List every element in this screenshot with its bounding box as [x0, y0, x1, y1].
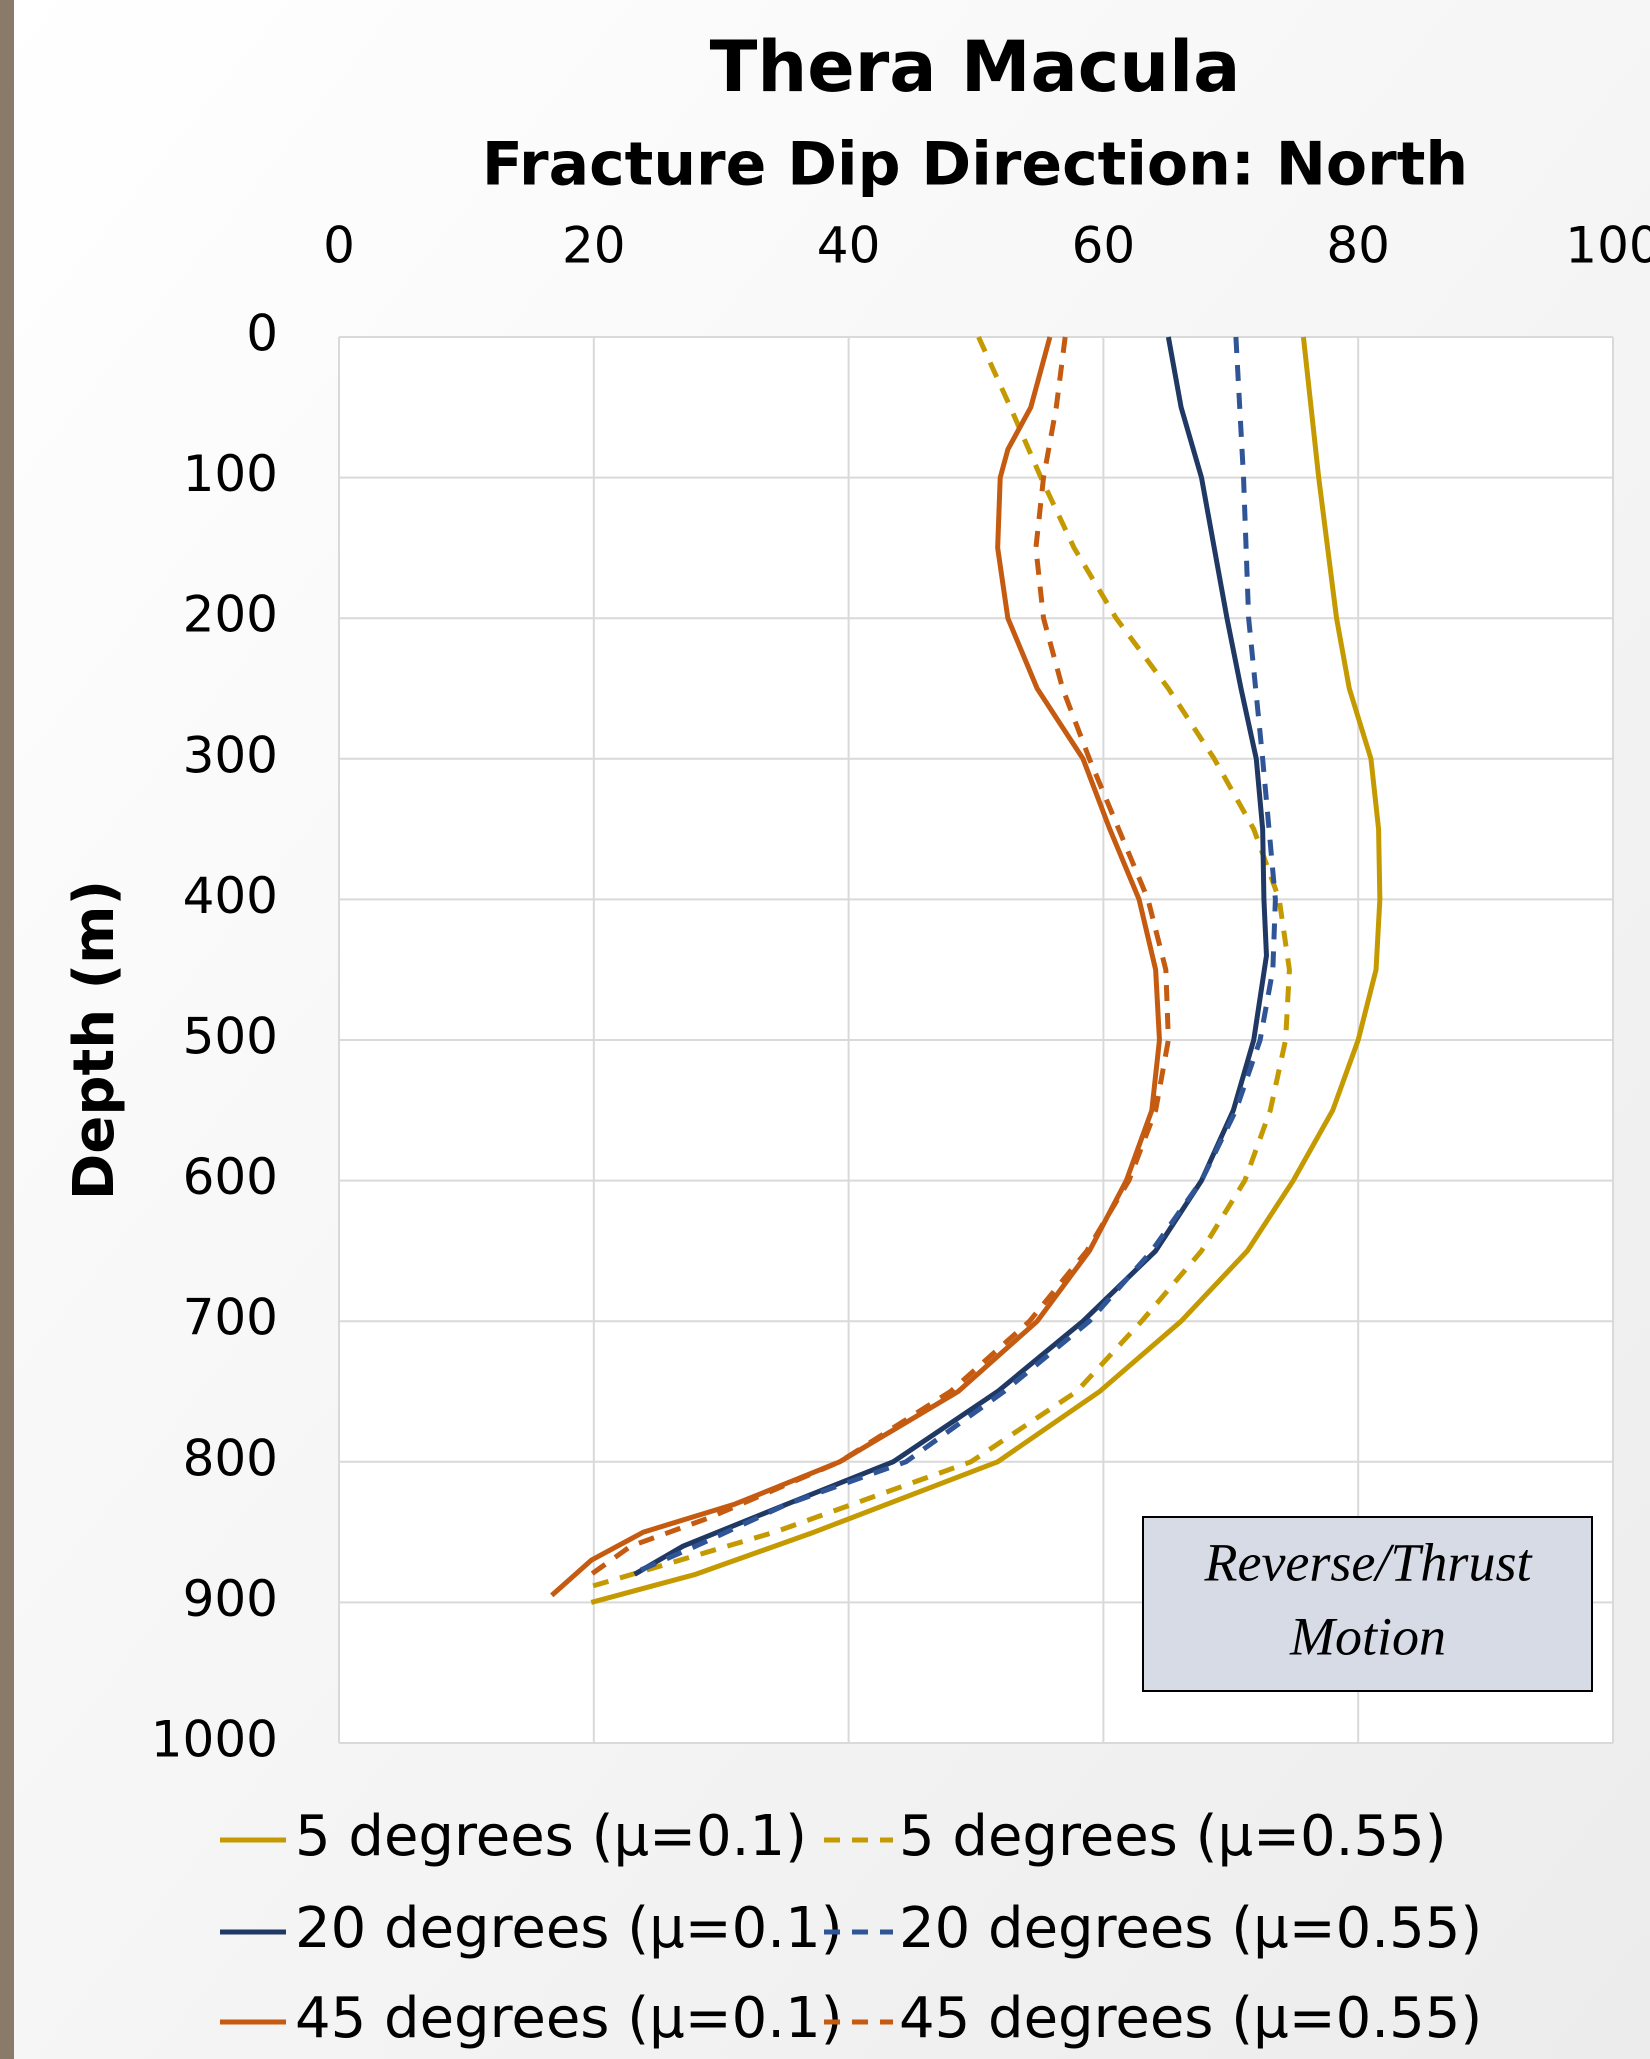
y-tick-label: 900: [183, 1570, 278, 1628]
y-axis-label: Depth (m): [62, 880, 127, 1200]
legend-label: 5 degrees (μ=0.55): [899, 1804, 1447, 1869]
y-tick-label: 800: [183, 1429, 278, 1487]
y-tick-label: 500: [183, 1008, 278, 1066]
x-tick-label: 100: [1565, 217, 1650, 275]
y-tick-label: 400: [183, 867, 278, 925]
legend-label: 20 degrees (μ=0.55): [899, 1896, 1482, 1961]
y-tick-label: 100: [183, 445, 278, 503]
legend-label: 45 degrees (μ=0.55): [899, 1986, 1482, 2051]
x-tick-label: 40: [817, 217, 881, 275]
legend-label: 5 degrees (μ=0.1): [295, 1804, 807, 1869]
x-tick-label: 60: [1072, 217, 1136, 275]
chart-title: Thera Macula: [710, 26, 1241, 108]
x-tick-label: 80: [1326, 217, 1390, 275]
y-tick-label: 0: [246, 305, 278, 363]
y-tick-label: 1000: [151, 1711, 278, 1769]
chart-subtitle: Fracture Dip Direction: North: [482, 130, 1468, 200]
x-tick-label: 20: [562, 217, 626, 275]
y-tick-label: 700: [183, 1289, 278, 1347]
legend-label: 45 degrees (μ=0.1): [295, 1986, 843, 2051]
x-tick-label: 0: [323, 217, 355, 275]
edge-texture: [0, 0, 14, 2059]
y-tick-label: 300: [183, 726, 278, 784]
y-tick-label: 600: [183, 1148, 278, 1206]
y-tick-label: 200: [183, 586, 278, 644]
chart: Thera Macula Fracture Dip Direction: Nor…: [0, 0, 1650, 2059]
page: Thera Macula Fracture Dip Direction: Nor…: [0, 0, 1650, 2059]
annotation: Reverse/Thrust: [1204, 1532, 1534, 1592]
legend-label: 20 degrees (μ=0.1): [295, 1896, 843, 1961]
annotation: Motion: [1289, 1606, 1446, 1666]
